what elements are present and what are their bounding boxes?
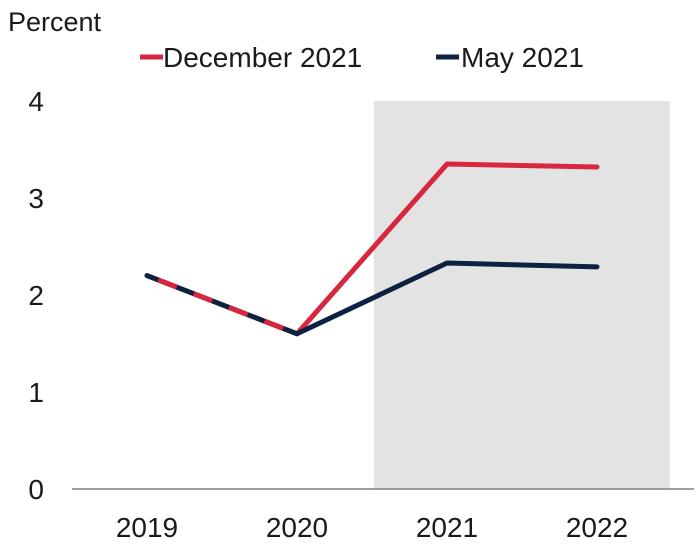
y-tick-label: 2 [28, 280, 44, 311]
x-tick-labels: 2019 2020 2021 2022 [116, 512, 628, 543]
series-lines [144, 161, 600, 337]
y-tick-label: 3 [28, 183, 44, 214]
x-tick-label: 2020 [266, 512, 328, 543]
y-tick-label: 1 [28, 377, 44, 408]
forecast-shaded-region [374, 101, 670, 489]
y-axis-label: Percent [8, 7, 102, 37]
x-tick-label: 2021 [416, 512, 478, 543]
x-tick-label: 2019 [116, 512, 178, 543]
legend-label-december-2021: December 2021 [163, 42, 362, 73]
overlap-dash-december-2021 [146, 273, 298, 337]
series-line-may-2021 [144, 260, 600, 337]
y-tick-labels: 0 1 2 3 4 [28, 86, 44, 505]
legend: December 2021 May 2021 [140, 42, 584, 73]
legend-label-may-2021: May 2021 [461, 42, 584, 73]
x-tick-label: 2022 [566, 512, 628, 543]
y-tick-label: 4 [28, 86, 44, 117]
y-tick-label: 0 [28, 474, 44, 505]
